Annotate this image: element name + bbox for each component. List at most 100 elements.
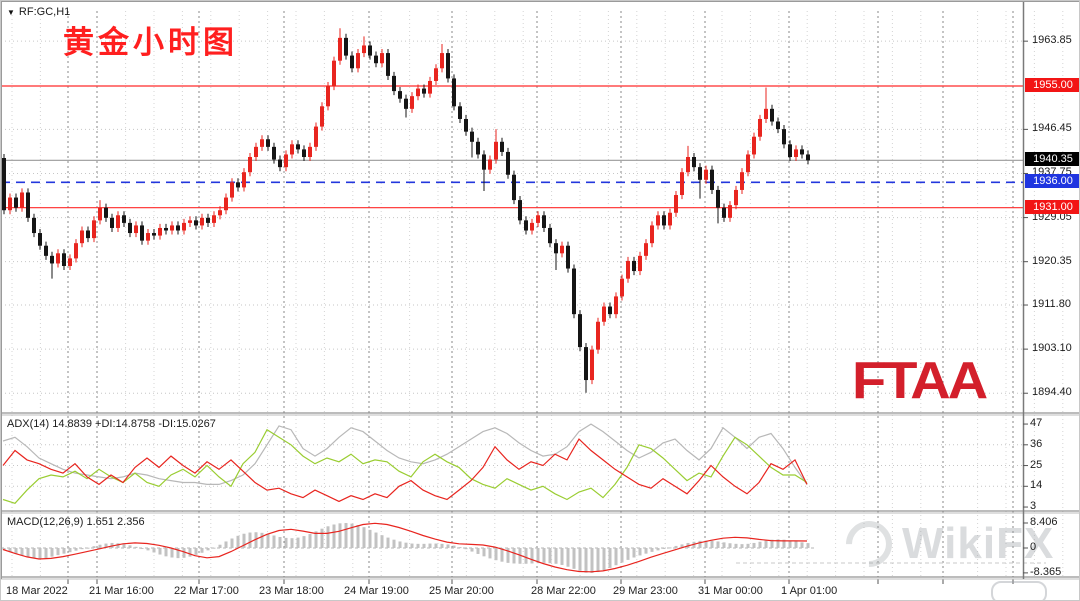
macd-bar [92, 546, 96, 549]
candle-body [146, 233, 150, 241]
macd-bar [368, 529, 372, 549]
macd-axis-label: 0 [1030, 541, 1037, 553]
candle-body [170, 225, 174, 231]
candle-body [584, 347, 588, 381]
symbol-selector[interactable]: ▼ RF:GC,H1 [7, 6, 70, 18]
candle-body [110, 217, 114, 228]
macd-bar [218, 544, 222, 549]
macd-bar [140, 548, 144, 550]
symbol-dropdown-icon[interactable]: ▼ [7, 8, 15, 17]
macd-bar [476, 548, 480, 554]
price-axis-label: 1894.40 [1032, 386, 1072, 399]
macd-bar [608, 548, 612, 568]
candle-body [392, 75, 396, 92]
macd-bar [734, 543, 738, 549]
macd-bar [728, 543, 732, 549]
candle-body [656, 215, 660, 226]
macd-bar [644, 548, 648, 554]
candle-body [668, 212, 672, 226]
macd-bar [770, 539, 774, 549]
macd-bar [584, 548, 588, 573]
macd-bar [758, 541, 762, 549]
candle-body [410, 96, 414, 109]
macd-bar [548, 548, 552, 564]
macd-bar [470, 548, 474, 552]
candle-body [230, 182, 234, 198]
candle-body [710, 169, 714, 190]
macd-bar [212, 547, 216, 549]
macd-bar [674, 545, 678, 549]
price-axis-label: 1946.45 [1032, 122, 1072, 135]
candle-body [782, 129, 786, 145]
candle-body [494, 141, 498, 160]
macd-bar [746, 543, 750, 549]
candle-body [158, 227, 162, 236]
candle-body [446, 53, 450, 79]
candle-body [674, 195, 678, 213]
macd-bar [542, 548, 546, 563]
candle-body [704, 169, 708, 180]
macd-bar [794, 541, 798, 549]
macd-bar [56, 548, 60, 556]
macd-bar [8, 548, 12, 552]
price-axis-label: 1911.80 [1032, 298, 1071, 311]
candle-body [200, 217, 204, 226]
macd-bar [362, 527, 366, 549]
candle-body [740, 172, 744, 190]
date-axis-label: 24 Mar 19:00 [344, 585, 409, 597]
candle-body [32, 217, 36, 234]
candle-body [62, 253, 66, 266]
macd-bar [350, 523, 354, 549]
candle-body [68, 258, 72, 266]
candle-body [104, 207, 108, 218]
macd-bar [152, 548, 156, 553]
macd-axis-label: -8.365 [1030, 565, 1062, 578]
candle-body [434, 68, 438, 81]
date-axis-label: 29 Mar 23:00 [613, 585, 678, 597]
candle-body [548, 227, 552, 244]
price-axis-label: 1903.10 [1032, 342, 1072, 355]
candle-body [368, 45, 372, 56]
candle-body [308, 146, 312, 157]
candle-body [128, 222, 132, 234]
candle-body [440, 53, 444, 69]
macd-bar [650, 548, 654, 552]
macd-bar [44, 548, 48, 559]
candle-body [314, 126, 318, 147]
candle-body [56, 253, 60, 264]
macd-bar [488, 548, 492, 559]
macd-bar [206, 548, 210, 551]
macd-bar [62, 548, 66, 554]
macd-bar [722, 542, 726, 549]
candle-body [752, 136, 756, 155]
candle-body [680, 172, 684, 196]
macd-bar [380, 535, 384, 549]
candle-body [572, 268, 576, 315]
macd-bar [86, 547, 90, 549]
candle-body [152, 233, 156, 236]
candle-body [692, 156, 696, 168]
macd-bar [224, 541, 228, 549]
macd-bar [128, 545, 132, 549]
candle-body [2, 158, 6, 211]
candle-body [14, 197, 18, 208]
macd-bar [392, 539, 396, 549]
macd-bar [182, 548, 186, 558]
macd-bar [104, 543, 108, 549]
candle-body [650, 225, 654, 244]
macd-bar [740, 544, 744, 549]
macd-bar [176, 548, 180, 559]
candle-body [722, 207, 726, 218]
macd-bar [74, 548, 78, 551]
candle-body [116, 215, 120, 228]
candle-body [536, 215, 540, 223]
macd-bar [278, 537, 282, 549]
macd-bar [404, 542, 408, 549]
macd-bar [506, 548, 510, 563]
candle-body [164, 227, 168, 231]
wikifx-watermark-bubble-icon [991, 581, 1047, 600]
candle-body [218, 210, 222, 216]
candle-body [398, 91, 402, 99]
candle-body [644, 243, 648, 256]
